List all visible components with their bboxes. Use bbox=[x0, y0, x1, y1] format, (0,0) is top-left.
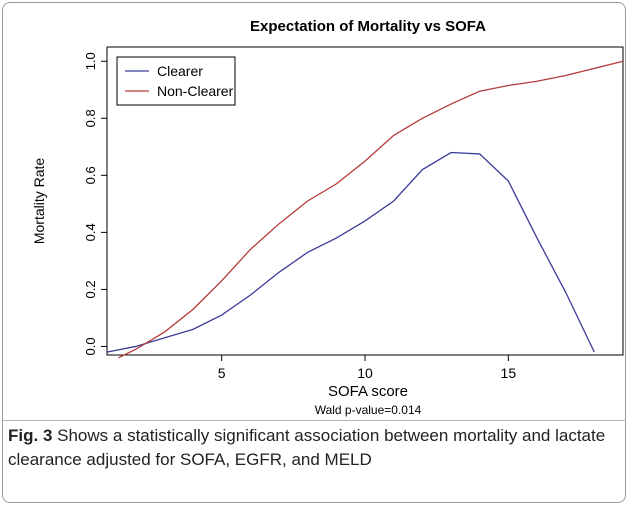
y-tick-label: 0.4 bbox=[83, 223, 98, 241]
chart-title: Expectation of Mortality vs SOFA bbox=[250, 18, 486, 35]
series-line bbox=[106, 151, 595, 353]
y-tick-label: 1.0 bbox=[83, 52, 98, 70]
x-tick-label: 15 bbox=[501, 365, 517, 381]
y-axis-label: Mortality Rate bbox=[31, 158, 47, 245]
x-tick-label: 10 bbox=[357, 365, 373, 381]
figure-frame bbox=[2, 2, 626, 503]
caption-text: Shows a statistically significant associ… bbox=[8, 426, 606, 469]
series-line bbox=[118, 60, 624, 359]
caption-separator bbox=[2, 420, 626, 421]
chart: Expectation of Mortality vs SOFA SOFA sc… bbox=[31, 18, 624, 417]
caption: Fig. 3 Shows a statistically significant… bbox=[8, 424, 620, 472]
x-axis-label: SOFA score bbox=[328, 383, 408, 400]
caption-label: Fig. 3 bbox=[8, 426, 53, 445]
y-tick-label: 0.6 bbox=[83, 166, 98, 184]
legend-label: Clearer bbox=[157, 63, 203, 79]
y-tick-label: 0.2 bbox=[83, 280, 98, 298]
annotation: Wald p-value=0.014 bbox=[315, 403, 422, 417]
y-tick-label: 0.0 bbox=[83, 337, 98, 355]
y-tick-label: 0.8 bbox=[83, 109, 98, 127]
x-tick-label: 5 bbox=[218, 365, 226, 381]
legend-label: Non-Clearer bbox=[157, 83, 234, 99]
legend-box bbox=[116, 56, 236, 106]
